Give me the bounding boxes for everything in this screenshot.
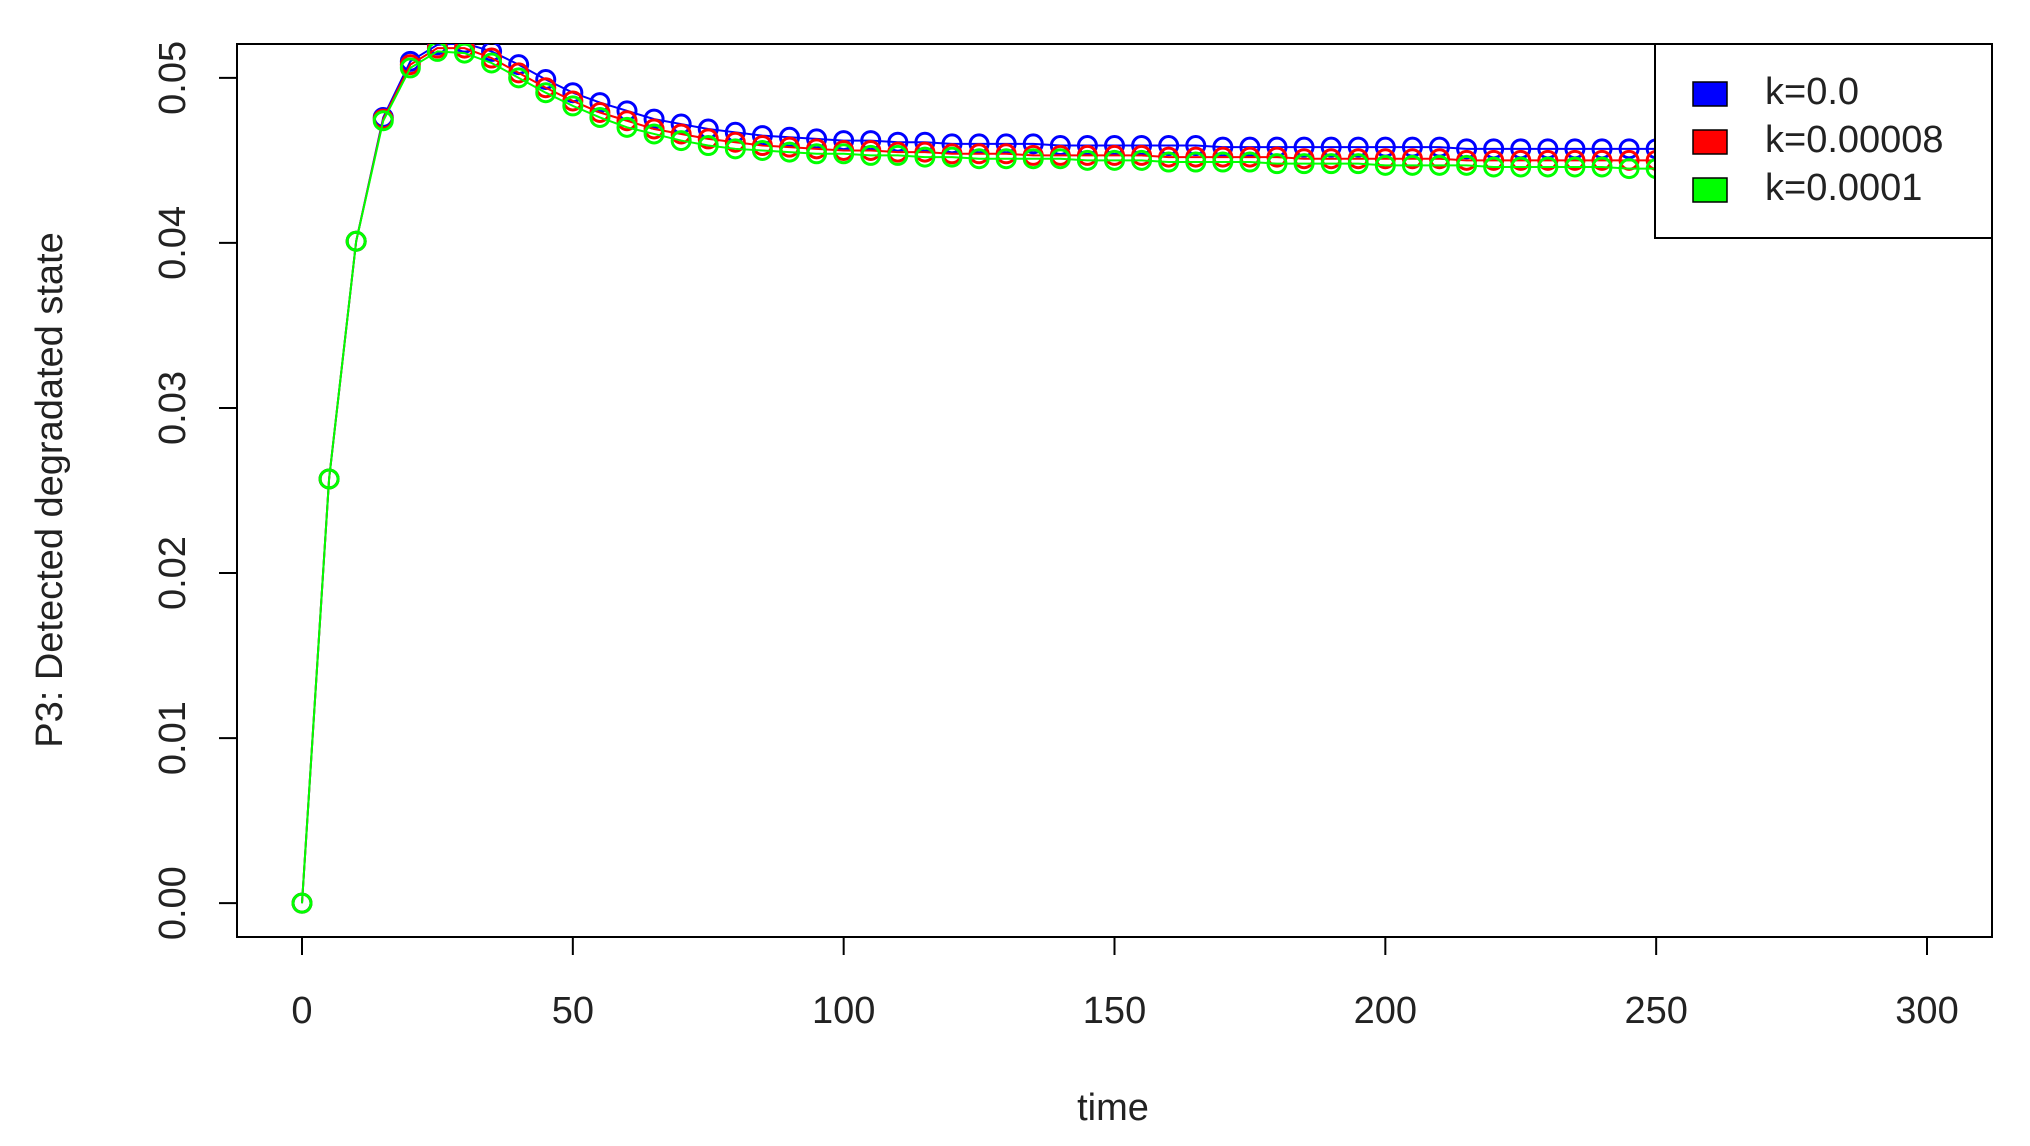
point xyxy=(1266,146,1288,168)
point xyxy=(1591,149,1613,171)
legend-label: k=0.0 xyxy=(1765,71,1859,113)
point xyxy=(1537,149,1559,171)
point xyxy=(1076,149,1098,171)
point xyxy=(751,139,773,161)
point xyxy=(291,892,313,914)
point xyxy=(1537,156,1559,178)
point xyxy=(1104,149,1125,171)
point xyxy=(535,82,557,104)
point xyxy=(1564,149,1586,171)
point xyxy=(1591,156,1613,178)
point xyxy=(1374,154,1396,176)
point xyxy=(562,95,584,117)
point xyxy=(1185,151,1207,173)
point xyxy=(1131,149,1153,171)
point xyxy=(941,146,963,168)
point xyxy=(1401,154,1423,176)
legend-label: k=0.00008 xyxy=(1765,119,1944,161)
legend-swatch xyxy=(1692,129,1728,155)
point xyxy=(345,230,367,252)
point xyxy=(1158,151,1180,173)
point xyxy=(1618,138,1640,160)
point xyxy=(1618,158,1640,180)
point xyxy=(806,143,828,165)
point xyxy=(399,57,421,79)
y-tick-label: 0.03 xyxy=(152,371,194,445)
point xyxy=(887,144,909,166)
point xyxy=(1374,148,1396,170)
x-tick-label: 100 xyxy=(812,990,875,1032)
point xyxy=(1401,148,1423,170)
point xyxy=(697,135,719,157)
point xyxy=(1483,156,1505,178)
x-tick-label: 300 xyxy=(1895,990,1958,1032)
point xyxy=(1429,148,1450,170)
point xyxy=(426,44,448,62)
point xyxy=(372,110,394,132)
point xyxy=(454,44,475,64)
point xyxy=(1320,153,1342,175)
point xyxy=(1212,151,1234,173)
y-tick-label: 0.02 xyxy=(152,536,194,610)
point xyxy=(1266,153,1288,175)
x-tick-label: 150 xyxy=(1083,990,1146,1032)
x-tick-label: 250 xyxy=(1624,990,1687,1032)
point xyxy=(995,148,1017,170)
point xyxy=(1022,133,1044,155)
point xyxy=(1483,149,1505,171)
legend-swatch xyxy=(1692,177,1728,203)
point xyxy=(670,130,692,152)
point xyxy=(697,128,719,150)
point xyxy=(724,138,746,160)
point xyxy=(670,123,692,145)
point xyxy=(1564,156,1586,178)
point xyxy=(1347,153,1369,175)
point xyxy=(779,141,800,163)
x-tick-label: 200 xyxy=(1354,990,1417,1032)
point xyxy=(860,144,882,166)
y-tick-label: 0.01 xyxy=(152,701,194,775)
point xyxy=(1510,149,1532,171)
point xyxy=(833,143,855,165)
legend-label: k=0.0001 xyxy=(1765,167,1922,209)
point xyxy=(589,106,611,128)
x-tick-label: 0 xyxy=(291,990,312,1032)
y-axis-label: P3: Detected degradated state xyxy=(29,232,71,747)
legend-swatch xyxy=(1692,81,1728,107)
point xyxy=(508,67,530,89)
point xyxy=(1293,153,1315,175)
y-tick-label: 0.04 xyxy=(152,206,194,280)
point xyxy=(1510,156,1532,178)
point xyxy=(616,116,638,138)
y-tick-label: 0.00 xyxy=(152,866,194,940)
point xyxy=(318,468,340,490)
point xyxy=(643,123,665,145)
point xyxy=(968,148,990,170)
point xyxy=(1022,148,1044,170)
point xyxy=(914,146,936,168)
point xyxy=(1049,148,1071,170)
point xyxy=(1456,154,1478,176)
point xyxy=(724,131,746,153)
x-axis-label: time xyxy=(1077,1087,1149,1129)
point xyxy=(1429,154,1450,176)
point xyxy=(1239,151,1261,173)
x-tick-label: 50 xyxy=(552,990,594,1032)
point xyxy=(481,44,503,62)
y-tick-label: 0.05 xyxy=(152,41,194,115)
point xyxy=(616,110,638,132)
point xyxy=(481,52,503,74)
series xyxy=(291,44,1667,914)
